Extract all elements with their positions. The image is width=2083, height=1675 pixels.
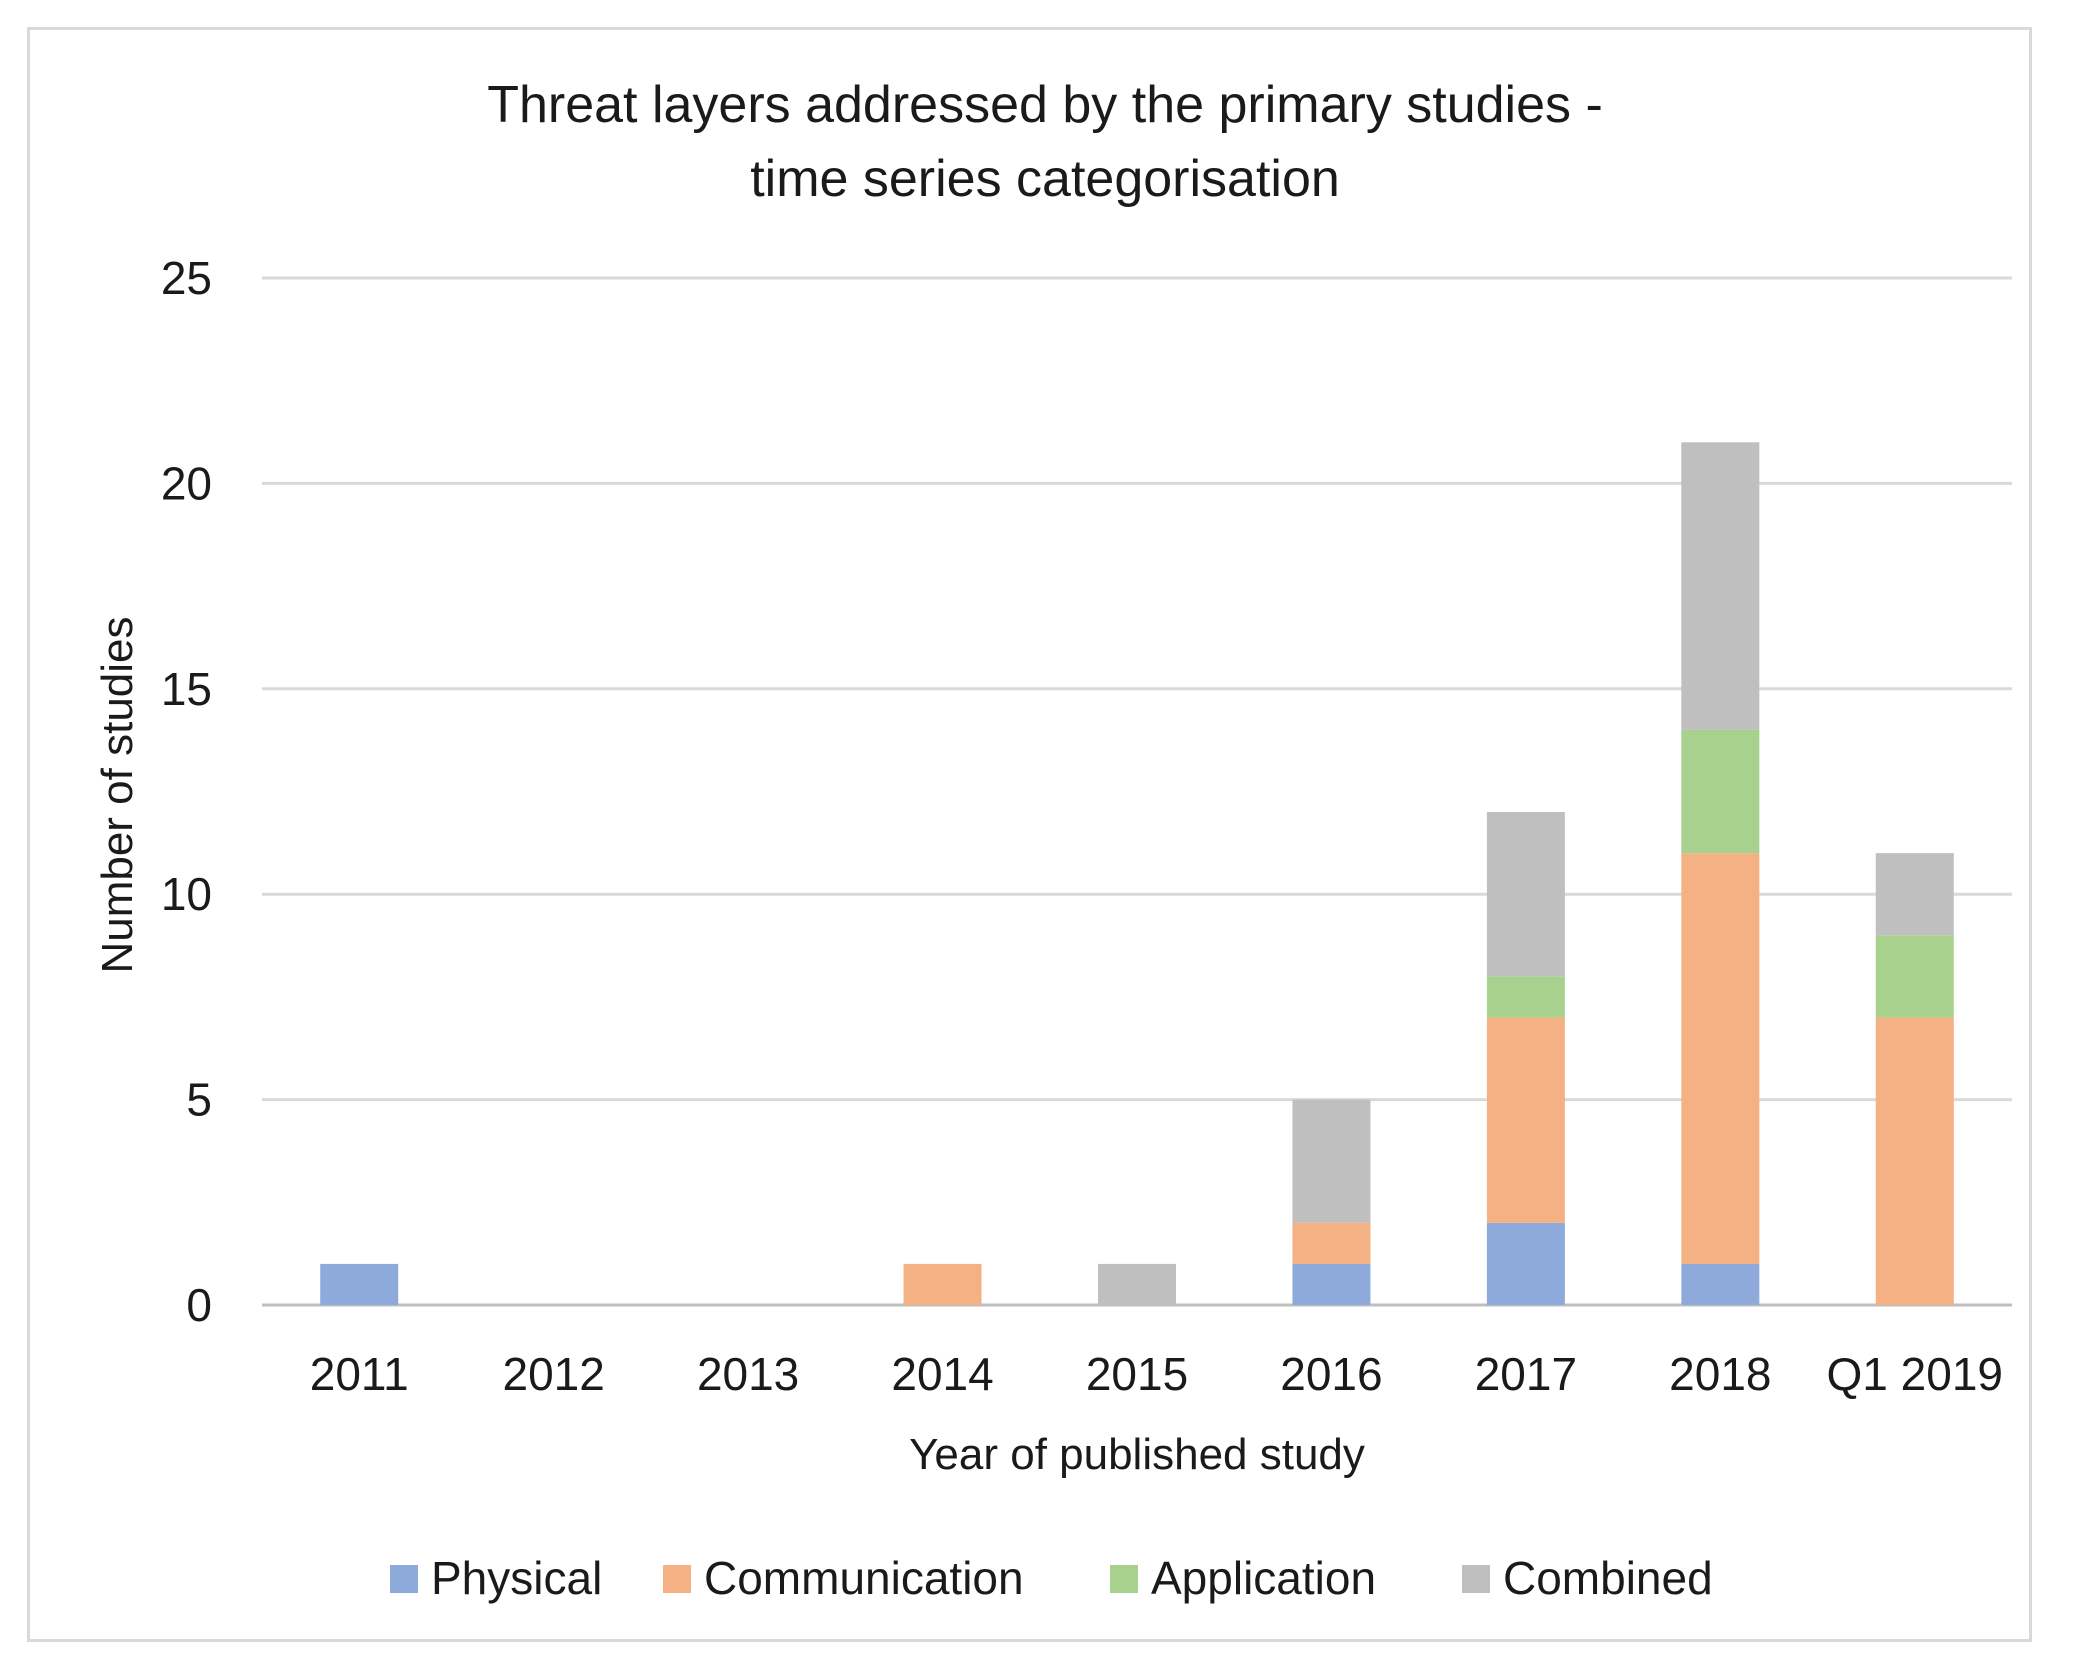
bar-segment-combined-2017	[1486, 812, 1565, 977]
x-tick-label: 2015	[1086, 1348, 1188, 1400]
bars	[320, 442, 1954, 1305]
bar-segment-communication-q1-2019	[1875, 1017, 1954, 1305]
y-tick-label: 25	[161, 252, 212, 304]
y-tick-label: 5	[186, 1074, 212, 1126]
y-tick-label: 0	[186, 1279, 212, 1331]
x-tick-label: 2017	[1475, 1348, 1577, 1400]
bar-segment-combined-q1-2019	[1875, 853, 1954, 936]
bar-segment-communication-2014	[903, 1263, 982, 1305]
y-tick-label: 10	[161, 868, 212, 920]
legend-swatch-communication	[663, 1565, 691, 1593]
bar-segment-application-q1-2019	[1875, 935, 1954, 1018]
bar-segment-physical-2016	[1292, 1263, 1371, 1305]
bar-segment-communication-2017	[1486, 1017, 1565, 1223]
legend-label-combined: Combined	[1503, 1552, 1713, 1604]
bar-segment-application-2017	[1486, 976, 1565, 1018]
legend: Physical Communication Application Combined	[390, 1552, 1713, 1604]
y-axis-label: Number of studies	[93, 616, 142, 973]
bar-segment-combined-2018	[1681, 442, 1760, 730]
legend-label-communication: Communication	[704, 1552, 1024, 1604]
x-tick-label: 2013	[697, 1348, 799, 1400]
bar-segment-combined-2015	[1098, 1263, 1176, 1305]
y-tick-label: 15	[161, 663, 212, 715]
bar-segment-physical-2017	[1486, 1222, 1565, 1305]
bar-segment-physical-2011	[320, 1263, 399, 1305]
bar-segment-communication-2016	[1292, 1222, 1371, 1264]
bar-segment-application-2018	[1681, 729, 1760, 854]
bar-segment-physical-2018	[1681, 1263, 1760, 1305]
x-tick-label: 2016	[1280, 1348, 1382, 1400]
x-axis-label: Year of published study	[909, 1430, 1365, 1479]
x-axis-ticks: 2011 2012 2013 2014 2015 2016 2017 2018 Q1 2019	[310, 1348, 2003, 1400]
chart-title-line-1: Threat layers addressed by the primary s…	[487, 76, 1603, 134]
bar-segment-communication-2018	[1681, 853, 1760, 1264]
legend-label-physical: Physical	[431, 1552, 602, 1604]
y-axis-ticks: 0 5 10 15 20 25	[161, 252, 212, 1331]
chart-title-line-2: time series categorisation	[750, 150, 1340, 208]
x-tick-label: 2014	[891, 1348, 993, 1400]
legend-swatch-application	[1110, 1565, 1138, 1593]
x-tick-label: 2018	[1669, 1348, 1771, 1400]
x-tick-label: 2011	[310, 1348, 409, 1400]
bar-segment-combined-2016	[1292, 1099, 1371, 1223]
legend-label-application: Application	[1151, 1552, 1376, 1604]
x-tick-label: 2012	[502, 1348, 604, 1400]
x-tick-label: Q1 2019	[1827, 1348, 2003, 1400]
y-tick-label: 20	[161, 457, 212, 509]
legend-swatch-physical	[390, 1565, 418, 1593]
legend-swatch-combined	[1462, 1565, 1490, 1593]
